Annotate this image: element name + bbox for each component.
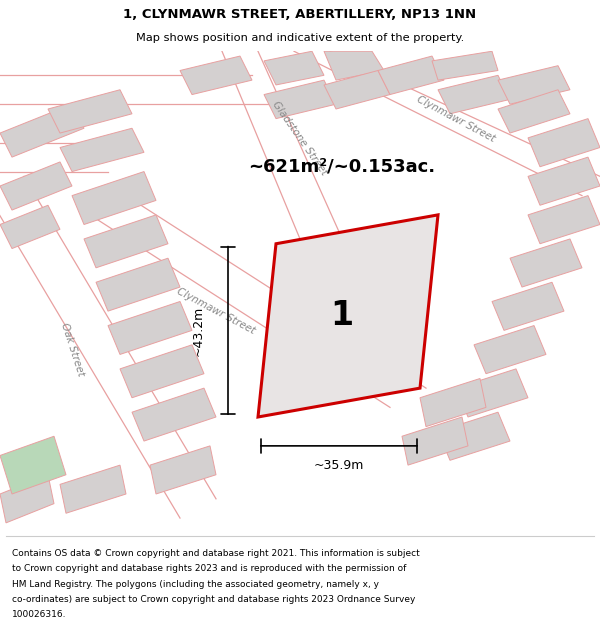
Polygon shape xyxy=(528,196,600,244)
Polygon shape xyxy=(258,215,438,417)
Polygon shape xyxy=(0,475,54,523)
Text: 100026316.: 100026316. xyxy=(12,610,67,619)
Polygon shape xyxy=(132,388,216,441)
Polygon shape xyxy=(378,56,444,94)
Text: to Crown copyright and database rights 2023 and is reproduced with the permissio: to Crown copyright and database rights 2… xyxy=(12,564,406,573)
Polygon shape xyxy=(0,104,84,157)
Polygon shape xyxy=(474,326,546,374)
Polygon shape xyxy=(150,446,216,494)
Polygon shape xyxy=(120,345,204,398)
Polygon shape xyxy=(60,128,144,171)
Polygon shape xyxy=(420,379,486,427)
Polygon shape xyxy=(438,75,510,114)
Polygon shape xyxy=(324,51,384,80)
Polygon shape xyxy=(60,465,126,513)
Text: 1: 1 xyxy=(331,299,353,332)
Polygon shape xyxy=(438,412,510,460)
Polygon shape xyxy=(528,119,600,167)
Polygon shape xyxy=(264,80,336,119)
Polygon shape xyxy=(456,369,528,417)
Polygon shape xyxy=(432,51,498,80)
Text: Oak Street: Oak Street xyxy=(59,322,85,378)
Polygon shape xyxy=(72,171,156,224)
Text: HM Land Registry. The polygons (including the associated geometry, namely x, y: HM Land Registry. The polygons (includin… xyxy=(12,579,379,589)
Text: ~621m²/~0.153ac.: ~621m²/~0.153ac. xyxy=(248,158,436,176)
Polygon shape xyxy=(498,66,570,104)
Text: Clynmawr Street: Clynmawr Street xyxy=(415,94,497,144)
Text: Gladstone Street: Gladstone Street xyxy=(271,99,329,177)
Polygon shape xyxy=(96,258,180,311)
Text: ~35.9m: ~35.9m xyxy=(314,459,364,472)
Polygon shape xyxy=(402,417,468,465)
Polygon shape xyxy=(492,282,564,331)
Polygon shape xyxy=(324,71,390,109)
Polygon shape xyxy=(528,157,600,205)
Polygon shape xyxy=(498,90,570,133)
Polygon shape xyxy=(264,51,324,85)
Polygon shape xyxy=(180,56,252,94)
Polygon shape xyxy=(108,301,192,354)
Polygon shape xyxy=(48,90,132,133)
Polygon shape xyxy=(0,436,66,494)
Text: Contains OS data © Crown copyright and database right 2021. This information is : Contains OS data © Crown copyright and d… xyxy=(12,549,420,558)
Polygon shape xyxy=(84,215,168,268)
Text: co-ordinates) are subject to Crown copyright and database rights 2023 Ordnance S: co-ordinates) are subject to Crown copyr… xyxy=(12,595,415,604)
Text: Clynmawr Street: Clynmawr Street xyxy=(175,286,257,336)
Text: Map shows position and indicative extent of the property.: Map shows position and indicative extent… xyxy=(136,33,464,44)
Polygon shape xyxy=(510,239,582,287)
Text: 1, CLYNMAWR STREET, ABERTILLERY, NP13 1NN: 1, CLYNMAWR STREET, ABERTILLERY, NP13 1N… xyxy=(124,8,476,21)
Polygon shape xyxy=(0,205,60,249)
Polygon shape xyxy=(0,162,72,210)
Text: ~43.2m: ~43.2m xyxy=(191,305,205,356)
